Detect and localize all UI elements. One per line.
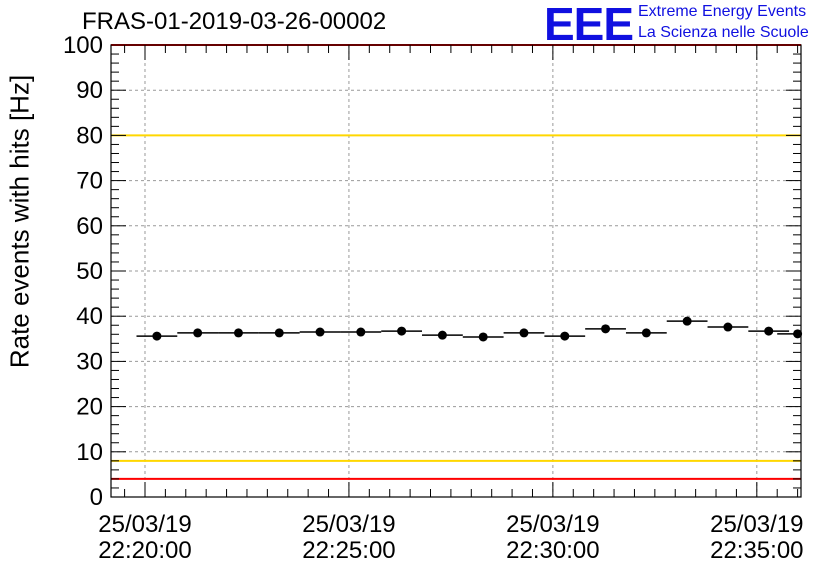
data-point — [177, 328, 219, 338]
data-marker — [478, 332, 488, 342]
reference-lines — [111, 44, 801, 480]
logo-text-line1: Extreme Energy Events — [638, 3, 807, 20]
logo-text-line2: La Scienza nelle Scuole — [638, 24, 809, 41]
x-tick-label-date: 25/03/19 — [98, 511, 191, 538]
x-tick-label-time: 22:35:00 — [710, 537, 803, 564]
grid-layer — [111, 45, 801, 497]
data-marker — [193, 328, 203, 338]
y-tick-label: 10 — [76, 439, 103, 466]
x-tick-label-time: 22:25:00 — [302, 537, 395, 564]
data-point — [748, 326, 790, 336]
x-tick-label-date: 25/03/19 — [302, 511, 395, 538]
data-marker — [601, 324, 611, 334]
chart-title: FRAS-01-2019-03-26-00002 — [82, 8, 387, 35]
y-tick-label: 0 — [90, 484, 103, 511]
data-point — [381, 326, 423, 336]
axis-ticks — [111, 44, 801, 498]
data-point — [707, 322, 749, 332]
x-tick-label-time: 22:30:00 — [506, 537, 599, 564]
data-points — [136, 316, 803, 342]
data-marker — [519, 328, 529, 338]
data-marker — [397, 326, 407, 336]
data-marker — [560, 331, 570, 341]
y-tick-label: 100 — [63, 32, 103, 59]
data-point — [585, 324, 626, 334]
eee-logo: EEE Extreme Energy Events La Scienza nel… — [540, 0, 836, 50]
data-marker — [764, 326, 774, 336]
data-point — [258, 328, 300, 338]
data-point — [666, 316, 708, 326]
y-tick-label: 60 — [76, 213, 103, 240]
data-marker — [233, 328, 243, 338]
data-marker — [437, 330, 447, 340]
y-tick-label: 80 — [76, 122, 103, 149]
data-point — [544, 331, 586, 341]
data-point — [462, 332, 504, 342]
x-tick-label-date: 25/03/19 — [506, 511, 599, 538]
x-tick-label-date: 25/03/19 — [710, 511, 803, 538]
x-tick-labels: 25/03/1922:20:0025/03/1922:25:0025/03/19… — [98, 511, 803, 564]
data-point — [625, 328, 667, 338]
data-marker — [793, 329, 803, 339]
y-tick-label: 40 — [76, 303, 103, 330]
x-tick-label-time: 22:20:00 — [98, 537, 191, 564]
data-marker — [274, 328, 284, 338]
y-tick-label: 20 — [76, 394, 103, 421]
data-point — [136, 331, 178, 341]
data-point — [299, 327, 341, 337]
y-tick-label: 90 — [76, 77, 103, 104]
logo-mark: EEE — [544, 0, 634, 50]
data-marker — [682, 316, 692, 326]
data-marker — [315, 327, 325, 337]
y-tick-label: 50 — [76, 258, 103, 285]
data-marker — [152, 331, 162, 341]
data-point — [340, 327, 382, 337]
data-point — [422, 330, 463, 340]
data-point — [777, 329, 803, 339]
data-point — [218, 328, 259, 338]
data-marker — [723, 322, 733, 332]
data-marker — [641, 328, 651, 338]
y-axis-label: Rate events with hits [Hz] — [4, 74, 35, 369]
data-marker — [356, 327, 366, 337]
y-tick-label: 30 — [76, 348, 103, 375]
y-tick-labels: 0 10 20 30 40 50 60 70 80 90 100 — [63, 32, 103, 511]
data-point — [503, 328, 545, 338]
y-tick-label: 70 — [76, 168, 103, 195]
